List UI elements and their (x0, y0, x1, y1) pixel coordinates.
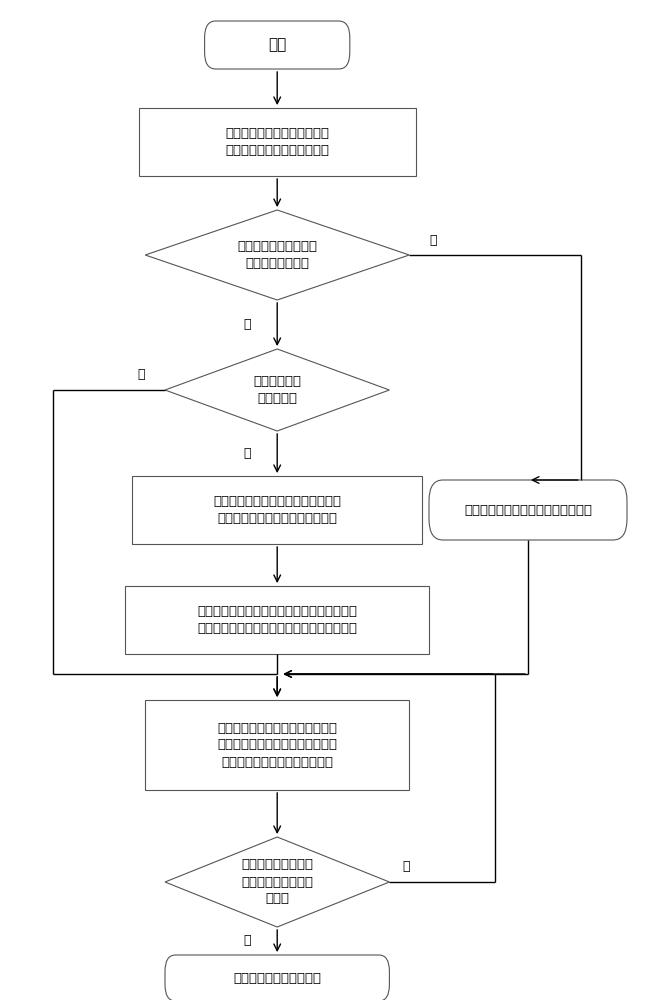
FancyBboxPatch shape (165, 955, 389, 1000)
FancyBboxPatch shape (205, 21, 350, 69)
Text: 否: 否 (403, 860, 410, 874)
FancyBboxPatch shape (429, 480, 627, 540)
Text: 关键节点选取具有较低端到端时延估计值的单
播策略，并将选取的策略通知顶端和底端节点: 关键节点选取具有较低端到端时延估计值的单 播策略，并将选取的策略通知顶端和底端节… (197, 605, 357, 635)
Text: 是: 是 (244, 318, 251, 331)
Text: 采用网络编码单播策
略传输分组时出现异
常情况: 采用网络编码单播策 略传输分组时出现异 常情况 (241, 858, 314, 906)
Text: 所有节点判断自己是否
包含在螺形拓扑中: 所有节点判断自己是否 包含在螺形拓扑中 (237, 240, 317, 270)
Bar (139, 108, 416, 176)
Text: 否: 否 (138, 368, 145, 381)
Text: 判断自己是否
为关键节点: 判断自己是否 为关键节点 (253, 375, 301, 405)
Text: 所有节点周期性地发送参数状
态帧进行拓扑发现与参数感知: 所有节点周期性地发送参数状 态帧进行拓扑发现与参数感知 (225, 127, 329, 157)
Polygon shape (145, 210, 409, 300)
Polygon shape (165, 349, 389, 431)
Text: 对异常情况进行分类处理: 对异常情况进行分类处理 (233, 972, 321, 984)
Text: 开始: 开始 (268, 37, 286, 52)
Text: 关键节点计算并比较路由与网络编码
两种单播策略的端到端时延估计值: 关键节点计算并比较路由与网络编码 两种单播策略的端到端时延估计值 (213, 495, 341, 525)
Text: 当有分组到达顶端节点时，关键节
点、顶端节点及底端节点根据选取
的单播策略共同完成分组的传输: 当有分组到达顶端节点时，关键节 点、顶端节点及底端节点根据选取 的单播策略共同完… (217, 722, 337, 768)
Text: 按照现有的自组织网络单播方法处理: 按照现有的自组织网络单播方法处理 (464, 504, 592, 516)
Text: 是: 是 (244, 447, 251, 460)
Text: 是: 是 (244, 934, 251, 948)
Text: 否: 否 (429, 233, 436, 246)
Bar (132, 476, 422, 544)
Polygon shape (165, 837, 389, 927)
Bar (145, 700, 409, 790)
Bar (125, 586, 429, 654)
